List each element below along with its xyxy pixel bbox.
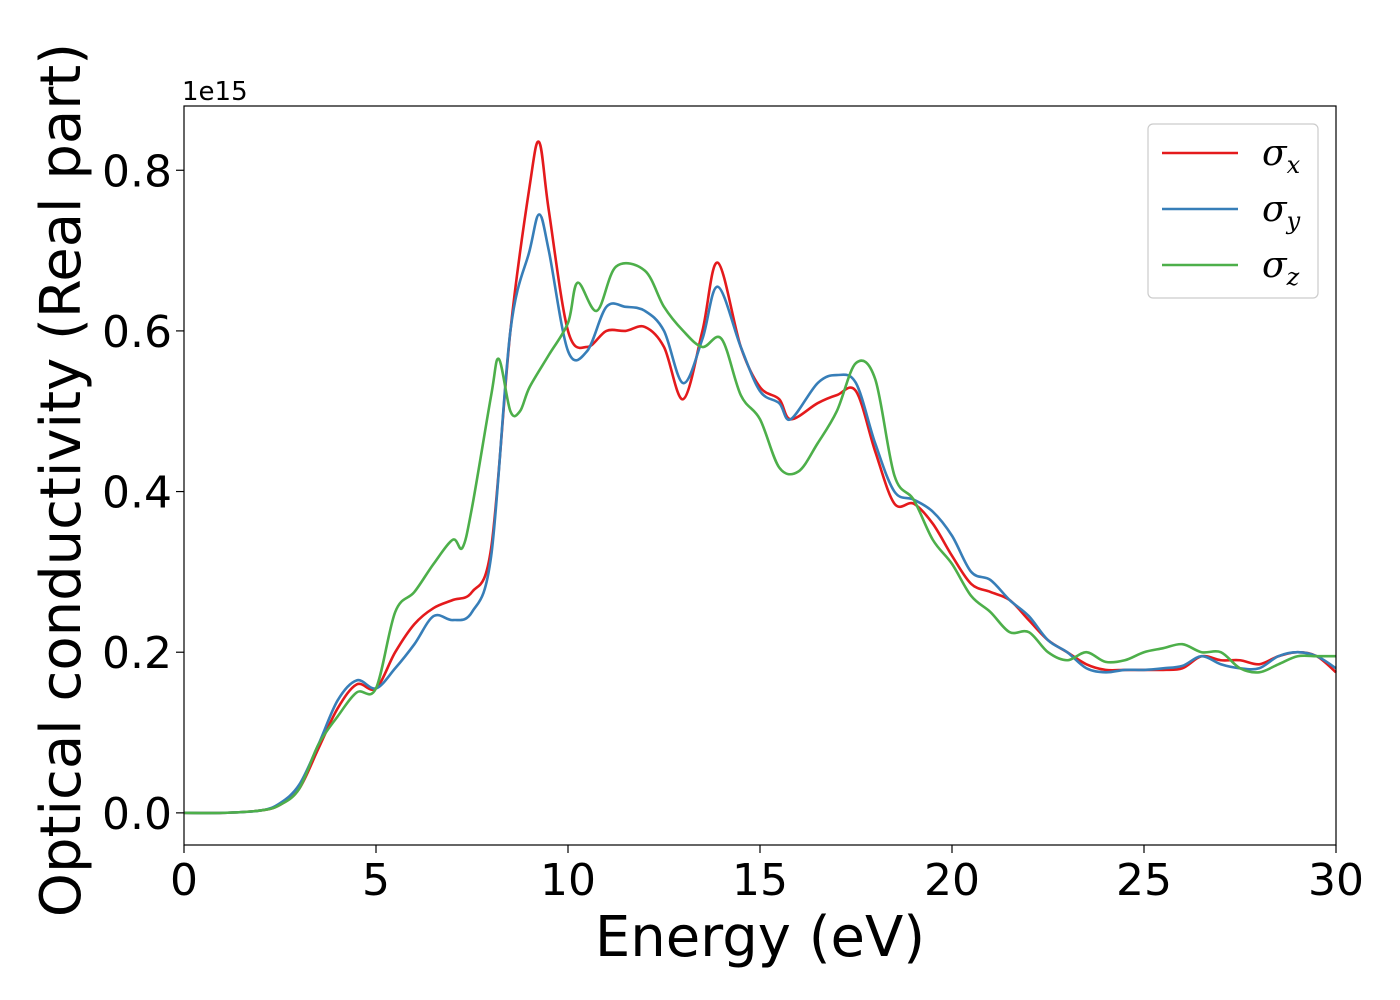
- legend-label-y: σy: [1262, 189, 1301, 235]
- y-tick-label: 0.0: [102, 789, 172, 840]
- x-tick-label: 30: [1308, 855, 1364, 906]
- y-tick-label: 0.2: [102, 628, 172, 679]
- x-tick-label: 5: [362, 855, 390, 906]
- x-tick-label: 25: [1116, 855, 1172, 906]
- y-axis: 0.0 0.2 0.4 0.6 0.8: [102, 146, 184, 840]
- x-axis-title: Energy (eV): [595, 905, 925, 970]
- y-offset-label: 1e15: [182, 77, 248, 107]
- legend-box: [1147, 123, 1319, 299]
- legend-label-z: σz: [1262, 245, 1300, 291]
- series-line-z: [183, 261, 1336, 815]
- y-tick-label: 0.8: [102, 146, 172, 197]
- y-tick-label: 0.6: [102, 307, 172, 358]
- legend-label-x: σx: [1262, 133, 1301, 179]
- y-axis-title: Optical conductivity (Real part): [29, 43, 94, 917]
- x-tick-label: 15: [732, 855, 788, 906]
- y-tick-label: 0.4: [102, 468, 172, 519]
- x-tick-label: 10: [540, 855, 596, 906]
- series-line-y: [183, 213, 1337, 815]
- series-layer: [183, 140, 1337, 815]
- x-tick-label: 20: [924, 855, 980, 906]
- x-tick-label: 0: [170, 855, 198, 906]
- x-axis: 0 5 10 15 20 25 30: [170, 845, 1364, 906]
- legend: σx σy σz: [1147, 123, 1319, 299]
